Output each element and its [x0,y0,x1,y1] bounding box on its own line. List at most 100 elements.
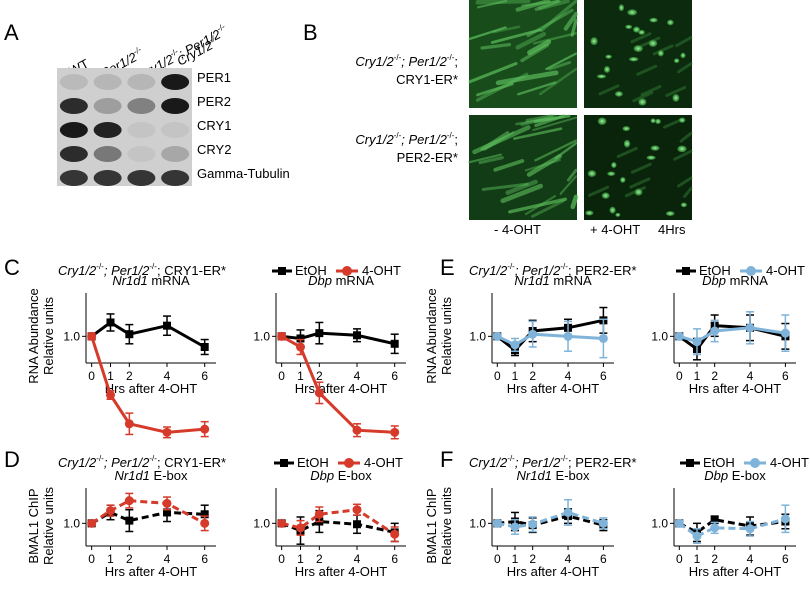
x-tick-label: 4 [565,552,572,566]
x-tick-label: 2 [529,369,536,383]
cell-fiber [570,194,579,210]
chart-title: Nr1d1 E-box [115,468,188,483]
data-point-etoh [125,330,134,339]
imaging-row2-cry-sup: -/- [394,131,402,140]
ylabel-e-1: RNA Abundance [424,288,439,383]
ylabel-e-2: Relative units [439,296,454,375]
cell-fiber [532,32,578,45]
legend-f: EtOH 4-OHT [680,455,809,470]
blot-row-cry1: CRY1 [197,118,231,133]
imaging-row2-semi: ; [454,132,458,147]
x-tick-label: 2 [126,552,133,566]
data-point-4oht [200,518,210,528]
x-tick-label: 1 [297,552,304,566]
genotype-d-per-sup: -/- [149,454,157,463]
x-tick-label: 2 [529,552,536,566]
blot-band [127,170,156,186]
imaging-time-label: 4Hrs [658,222,686,237]
genotype-f-per: ; Per1/2 [515,455,561,470]
y-tick-label: 1.0 [651,329,668,343]
chart-title-gene: Nr1d1 [115,468,150,483]
cell-nucleus [585,210,594,216]
image-per2-minus [469,115,577,220]
blot-band [93,74,122,90]
cell-nucleus [623,139,631,148]
data-point-4oht [528,329,538,339]
x-tick-label: 6 [391,552,398,566]
data-point-4oht [352,505,362,515]
cell-fiber [481,182,529,191]
blot-band [127,122,156,138]
chart-title-gene: Nr1d1 [112,273,147,288]
cell-fiber [527,39,552,56]
chart-title-gene: Nr1d1 [514,273,549,288]
x-tick-label: 1 [107,369,114,383]
x-axis-label: Hrs after 4-OHT [507,381,600,396]
chart-title-suffix: mRNA [148,273,190,288]
blot-band [161,122,190,138]
cell-fiber [495,70,559,86]
cell-fiber [505,179,538,195]
data-point-4oht [352,425,362,435]
blot-band [127,98,156,114]
genotype-e-sep: ; [568,263,575,278]
header-f: Cry1/2-/-; Per1/2-/-; PER2-ER* EtOH 4-OHT [469,454,809,470]
x-tick-label: 4 [354,369,361,383]
x-tick-label: 0 [494,552,501,566]
imaging-row1-per: ; Per1/2 [401,54,447,69]
cell-fiber [675,36,693,48]
chart-title: Dbp mRNA [702,273,768,288]
cell-fiber [636,64,658,76]
imaging-row2-label: Cry1/2-/-; Per1/2-/-; [355,131,458,147]
cell-fiber [534,0,561,12]
cell-nucleus [596,74,607,79]
genotype-d-cry: Cry1/2 [58,455,97,470]
chart-title-suffix: E-box [150,468,188,483]
x-tick-label: 0 [676,369,683,383]
chart-title: Dbp mRNA [308,273,374,288]
x-tick-label: 4 [354,552,361,566]
chart-title: Nr1d1 E-box [517,468,590,483]
x-tick-label: 4 [747,369,754,383]
header-c: Cry1/2-/-; Per1/2-/-; CRY1-ER* EtOH 4-OHT [58,262,401,278]
genotype-f-cry-sup: -/- [507,454,515,463]
cell-nucleus [633,26,641,33]
y-tick-label: 1.0 [253,516,270,530]
cell-nucleus [611,162,617,169]
data-point-4oht [692,531,702,541]
image-cry1-plus [584,0,692,108]
cell-nucleus [614,91,623,97]
data-point-etoh [106,318,115,327]
chart-title: Dbp E-box [310,468,372,483]
cell-fiber [493,159,525,172]
x-tick-label: 2 [316,552,323,566]
data-point-4oht [277,331,287,341]
cell-fiber [524,194,557,216]
cell-nucleus [597,117,607,125]
series-line-4oht [281,508,396,536]
legend-4oht-marker [746,266,756,276]
cell-fiber [492,25,521,34]
ylabel-d-2: Relative units [41,486,56,565]
chart-title-gene: Dbp [310,468,334,483]
chart-title-suffix: E-box [334,468,372,483]
x-tick-label: 0 [278,369,285,383]
x-axis-label: Hrs after 4-OHT [689,564,782,579]
cell-fiber [500,183,543,204]
data-point-etoh [390,339,399,348]
x-tick-label: 2 [711,369,718,383]
cell-fiber [677,176,693,188]
cell-fiber [524,158,561,172]
genotype-f-per-sup: -/- [560,454,568,463]
y-tick-label: 1.0 [63,516,80,530]
data-point-etoh [296,334,305,343]
blot-row-tubulin: Gamma-Tubulin [197,166,290,181]
cell-nucleus [672,94,680,102]
cell-fiber [630,162,652,174]
cell-nucleus [678,117,686,123]
